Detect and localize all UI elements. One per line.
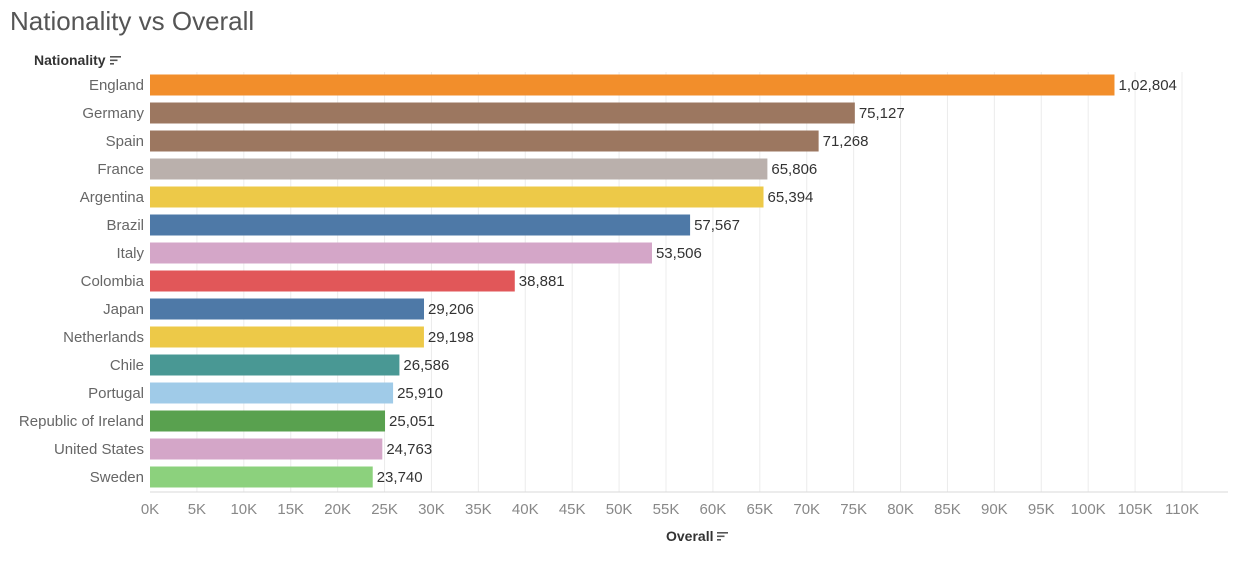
x-axis-label: Overall bbox=[666, 528, 714, 544]
category-label: Republic of Ireland bbox=[19, 413, 144, 430]
row-header[interactable]: Nationality bbox=[34, 52, 121, 68]
x-tick-label: 45K bbox=[559, 501, 586, 518]
x-tick-label: 100K bbox=[1071, 501, 1106, 518]
category-label: Brazil bbox=[106, 217, 144, 234]
bar[interactable] bbox=[150, 270, 515, 292]
bars: England 1,02,804 Germany 75,127 Spain 71,268 F… bbox=[19, 74, 1177, 488]
x-tick-label: 35K bbox=[465, 501, 492, 518]
category-label: Germany bbox=[82, 105, 144, 122]
bar[interactable] bbox=[150, 354, 400, 376]
bar[interactable] bbox=[150, 466, 373, 488]
value-label: 29,198 bbox=[428, 329, 474, 346]
value-label: 65,806 bbox=[771, 161, 817, 178]
x-tick-label: 5K bbox=[188, 501, 206, 518]
bar[interactable] bbox=[150, 214, 691, 236]
bar[interactable] bbox=[150, 186, 764, 208]
value-label: 25,051 bbox=[389, 413, 435, 430]
x-tick-label: 55K bbox=[653, 501, 680, 518]
x-tick-label: 15K bbox=[277, 501, 304, 518]
x-tick-label: 10K bbox=[230, 501, 257, 518]
x-tick-label: 110K bbox=[1165, 501, 1199, 518]
bar[interactable] bbox=[150, 102, 855, 124]
x-tick-label: 40K bbox=[512, 501, 539, 518]
category-label: Netherlands bbox=[63, 329, 144, 346]
x-axis-title[interactable]: Overall bbox=[666, 528, 729, 544]
category-label: Sweden bbox=[90, 469, 144, 486]
x-tick-label: 80K bbox=[887, 501, 914, 518]
bar[interactable] bbox=[150, 242, 652, 264]
value-label: 24,763 bbox=[386, 441, 432, 458]
chart-title: Nationality vs Overall bbox=[10, 6, 255, 36]
bar[interactable] bbox=[150, 298, 425, 320]
bar[interactable] bbox=[150, 438, 383, 460]
category-label: Argentina bbox=[80, 189, 145, 206]
row-header-label: Nationality bbox=[34, 52, 106, 68]
value-label: 38,881 bbox=[519, 273, 565, 290]
x-tick-label: 25K bbox=[371, 501, 398, 518]
value-label: 71,268 bbox=[823, 133, 869, 150]
bar[interactable] bbox=[150, 410, 386, 432]
x-tick-label: 90K bbox=[981, 501, 1008, 518]
x-tick-label: 20K bbox=[324, 501, 351, 518]
category-label: Portugal bbox=[88, 385, 144, 402]
bar[interactable] bbox=[150, 158, 768, 180]
x-tick-label: 50K bbox=[606, 501, 633, 518]
category-label: Japan bbox=[103, 301, 144, 318]
value-label: 75,127 bbox=[859, 105, 905, 122]
value-label: 29,206 bbox=[428, 301, 474, 318]
value-label: 53,506 bbox=[656, 245, 702, 262]
value-label: 23,740 bbox=[377, 469, 423, 486]
x-tick-label: 75K bbox=[840, 501, 867, 518]
category-label: Colombia bbox=[81, 273, 145, 290]
x-tick-label: 70K bbox=[793, 501, 820, 518]
value-label: 25,910 bbox=[397, 385, 443, 402]
bar[interactable] bbox=[150, 382, 394, 404]
x-axis-ticks: 0K 5K 10K 15K 20K 25K 30K 35K 40K 45K 50K 55K 60K 65K… bbox=[141, 501, 1199, 518]
x-tick-label: 85K bbox=[934, 501, 961, 518]
sort-icon[interactable] bbox=[717, 531, 729, 541]
x-tick-label: 95K bbox=[1028, 501, 1055, 518]
x-tick-label: 65K bbox=[746, 501, 773, 518]
value-label: 57,567 bbox=[694, 217, 740, 234]
x-tick-label: 30K bbox=[418, 501, 445, 518]
value-label: 1,02,804 bbox=[1118, 77, 1176, 94]
category-label: United States bbox=[54, 441, 144, 458]
value-label: 65,394 bbox=[768, 189, 814, 206]
x-tick-label: 0K bbox=[141, 501, 159, 518]
bar[interactable] bbox=[150, 74, 1115, 96]
x-tick-label: 105K bbox=[1118, 501, 1153, 518]
sort-icon[interactable] bbox=[109, 55, 121, 65]
bar[interactable] bbox=[150, 130, 819, 152]
category-label: England bbox=[89, 77, 144, 94]
category-label: Spain bbox=[106, 133, 144, 150]
category-label: France bbox=[97, 161, 144, 178]
x-tick-label: 60K bbox=[700, 501, 727, 518]
category-label: Italy bbox=[116, 245, 144, 262]
bar[interactable] bbox=[150, 326, 424, 348]
category-label: Chile bbox=[110, 357, 144, 374]
value-label: 26,586 bbox=[403, 357, 449, 374]
